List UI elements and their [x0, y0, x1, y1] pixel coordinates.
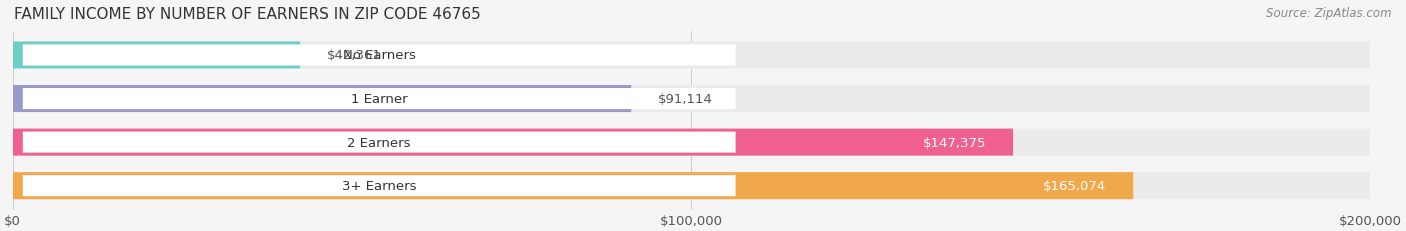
FancyBboxPatch shape: [22, 132, 735, 153]
Text: FAMILY INCOME BY NUMBER OF EARNERS IN ZIP CODE 46765: FAMILY INCOME BY NUMBER OF EARNERS IN ZI…: [14, 7, 481, 22]
Text: $165,074: $165,074: [1043, 179, 1107, 192]
FancyBboxPatch shape: [13, 86, 1371, 112]
Text: Source: ZipAtlas.com: Source: ZipAtlas.com: [1267, 7, 1392, 20]
Text: $42,361: $42,361: [328, 49, 382, 62]
FancyBboxPatch shape: [13, 86, 631, 112]
FancyBboxPatch shape: [13, 173, 1133, 199]
FancyBboxPatch shape: [13, 173, 1371, 199]
FancyBboxPatch shape: [13, 42, 1371, 69]
Text: 2 Earners: 2 Earners: [347, 136, 411, 149]
FancyBboxPatch shape: [13, 129, 1371, 156]
FancyBboxPatch shape: [13, 129, 1014, 156]
Text: No Earners: No Earners: [343, 49, 416, 62]
FancyBboxPatch shape: [13, 42, 299, 69]
Text: $91,114: $91,114: [658, 93, 713, 106]
FancyBboxPatch shape: [22, 89, 735, 110]
FancyBboxPatch shape: [22, 175, 735, 196]
Text: $147,375: $147,375: [922, 136, 986, 149]
FancyBboxPatch shape: [22, 45, 735, 66]
Text: 3+ Earners: 3+ Earners: [342, 179, 416, 192]
Text: 1 Earner: 1 Earner: [352, 93, 408, 106]
